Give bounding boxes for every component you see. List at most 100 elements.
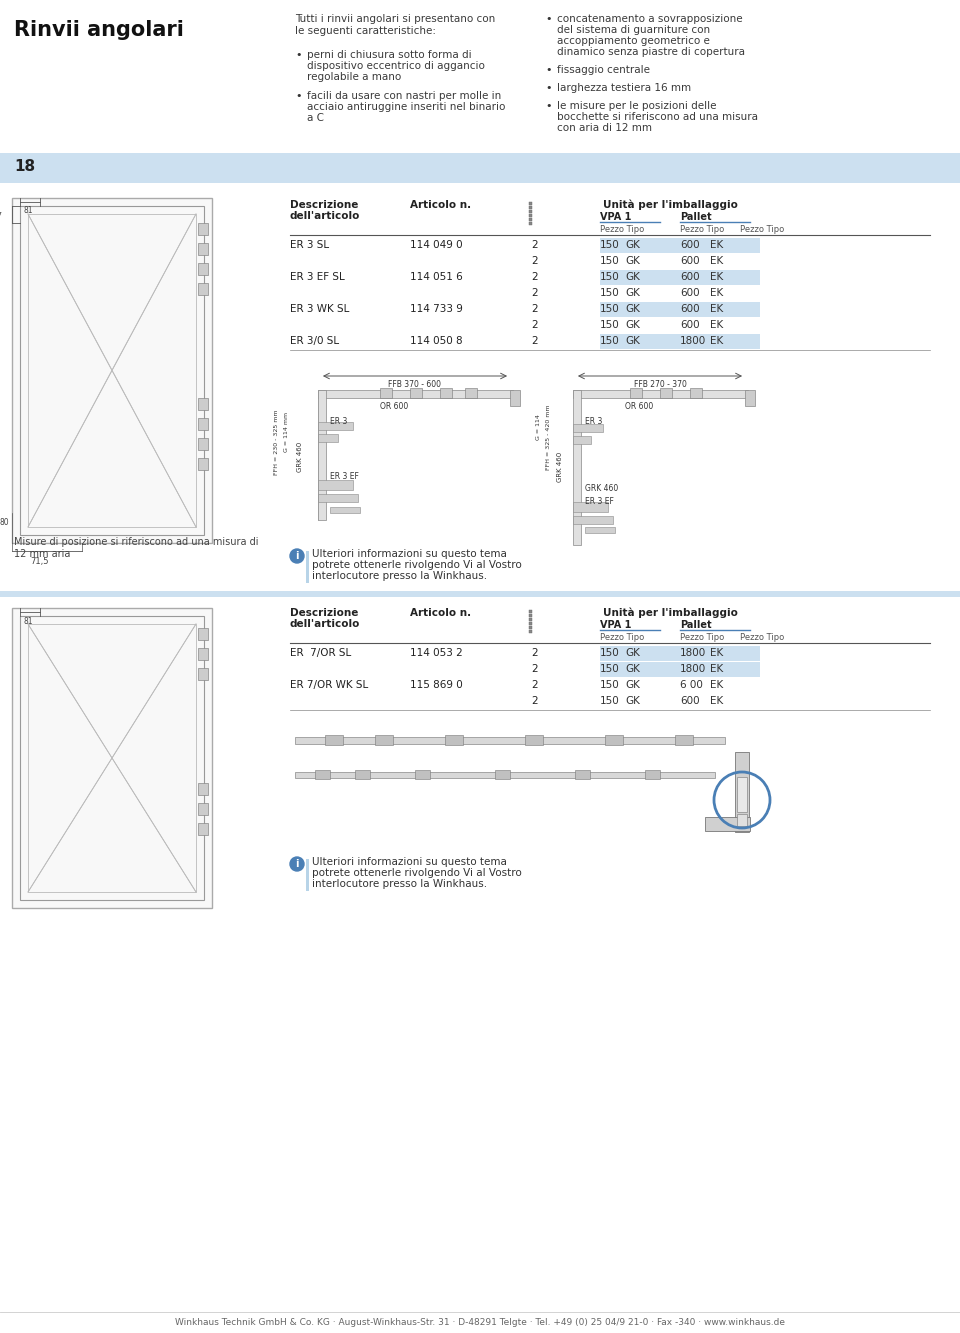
Text: 17: 17 <box>0 212 2 219</box>
Bar <box>605 734 623 745</box>
Bar <box>737 777 747 812</box>
Text: interlocutore presso la Winkhaus.: interlocutore presso la Winkhaus. <box>312 571 487 581</box>
Text: •: • <box>295 91 301 101</box>
Text: GK: GK <box>625 664 640 674</box>
Text: concatenamento a sovrapposizione: concatenamento a sovrapposizione <box>557 15 743 24</box>
Text: G = 114 mm: G = 114 mm <box>283 412 289 452</box>
Text: 2: 2 <box>532 240 539 251</box>
Bar <box>529 207 532 209</box>
Text: Winkhaus Technik GmbH & Co. KG · August-Winkhaus-Str. 31 · D-48291 Telgte · Tel.: Winkhaus Technik GmbH & Co. KG · August-… <box>175 1318 785 1326</box>
Text: 2: 2 <box>532 664 539 674</box>
Text: 600: 600 <box>680 696 700 706</box>
Text: interlocutore presso la Winkhaus.: interlocutore presso la Winkhaus. <box>312 878 487 889</box>
Text: EK: EK <box>710 288 723 299</box>
Text: EK: EK <box>710 304 723 315</box>
Bar <box>573 503 608 512</box>
Text: 150: 150 <box>600 664 620 674</box>
Bar <box>495 770 510 778</box>
Bar <box>600 647 760 661</box>
Bar <box>529 611 532 613</box>
Bar <box>198 439 208 451</box>
Text: 150: 150 <box>600 320 620 331</box>
Text: 1800: 1800 <box>680 336 707 347</box>
Bar <box>573 516 613 524</box>
Text: FFB 270 - 370: FFB 270 - 370 <box>634 380 686 389</box>
Text: Articolo n.: Articolo n. <box>410 200 471 211</box>
Text: larghezza testiera 16 mm: larghezza testiera 16 mm <box>557 83 691 93</box>
Bar <box>745 391 755 407</box>
Text: EK: EK <box>710 272 723 283</box>
Bar <box>318 480 353 491</box>
Bar <box>573 424 603 432</box>
Text: perni di chiusura sotto forma di: perni di chiusura sotto forma di <box>307 51 471 60</box>
Bar <box>198 802 208 814</box>
Text: 2: 2 <box>532 256 539 267</box>
Text: GK: GK <box>625 320 640 331</box>
Text: •: • <box>545 101 551 111</box>
Bar <box>198 459 208 471</box>
Text: i: i <box>296 858 299 869</box>
Bar <box>198 263 208 275</box>
Bar <box>573 391 748 399</box>
Bar <box>306 551 309 583</box>
Text: ER 3 EF: ER 3 EF <box>330 472 359 481</box>
Bar <box>525 734 543 745</box>
Text: 2: 2 <box>532 696 539 706</box>
Text: 12 mm aria: 12 mm aria <box>14 549 70 559</box>
Bar <box>325 734 343 745</box>
Text: 80: 80 <box>0 519 10 527</box>
Text: 114 051 6: 114 051 6 <box>410 272 463 283</box>
Bar <box>0 591 960 597</box>
Bar <box>295 772 715 778</box>
Bar <box>318 495 358 503</box>
Text: 2: 2 <box>532 272 539 283</box>
Text: 600: 600 <box>680 256 700 267</box>
Bar <box>198 243 208 255</box>
Text: Tutti i rinvii angolari si presentano con
le seguenti caratteristiche:: Tutti i rinvii angolari si presentano co… <box>295 15 495 36</box>
Text: 600: 600 <box>680 288 700 299</box>
Text: Descrizione: Descrizione <box>290 200 358 211</box>
Text: Misure di posizione si riferiscono ad una misura di: Misure di posizione si riferiscono ad un… <box>14 537 258 547</box>
Bar <box>529 203 532 205</box>
Bar <box>573 436 591 444</box>
Text: 600: 600 <box>680 320 700 331</box>
Bar <box>295 737 725 744</box>
Bar <box>198 822 208 834</box>
Text: G = 114: G = 114 <box>536 415 540 440</box>
Text: 2: 2 <box>532 320 539 331</box>
Text: 2: 2 <box>532 336 539 347</box>
Text: 2: 2 <box>532 304 539 315</box>
Bar <box>529 631 532 633</box>
Text: ER  7/OR SL: ER 7/OR SL <box>290 648 351 659</box>
Text: a C: a C <box>307 113 324 123</box>
Text: con aria di 12 mm: con aria di 12 mm <box>557 123 652 133</box>
Text: Pezzo Tipo: Pezzo Tipo <box>680 225 724 235</box>
Bar <box>415 770 430 778</box>
Text: dinamico senza piastre di copertura: dinamico senza piastre di copertura <box>557 47 745 57</box>
Text: dell'articolo: dell'articolo <box>290 211 360 221</box>
Bar <box>600 303 760 317</box>
Text: 2: 2 <box>532 288 539 299</box>
Text: GRK 460: GRK 460 <box>297 441 303 472</box>
Text: Rinvii angolari: Rinvii angolari <box>14 20 184 40</box>
Text: EK: EK <box>710 680 723 690</box>
Text: EK: EK <box>710 664 723 674</box>
Text: 150: 150 <box>600 680 620 690</box>
Text: Unità per l'imballaggio: Unità per l'imballaggio <box>603 200 737 211</box>
Bar <box>510 391 520 407</box>
Bar <box>630 388 642 399</box>
Text: EK: EK <box>710 240 723 251</box>
Text: •: • <box>295 51 301 60</box>
Text: 600: 600 <box>680 304 700 315</box>
Text: GK: GK <box>625 680 640 690</box>
Bar <box>12 199 212 543</box>
Text: 2: 2 <box>532 680 539 690</box>
Circle shape <box>290 857 304 870</box>
Bar <box>737 814 747 826</box>
Text: FFB 370 - 600: FFB 370 - 600 <box>389 380 442 389</box>
Text: Ulteriori informazioni su questo tema: Ulteriori informazioni su questo tema <box>312 857 507 866</box>
Text: GK: GK <box>625 336 640 347</box>
Text: 1800: 1800 <box>680 648 707 659</box>
Bar <box>690 388 702 399</box>
Text: ER 3: ER 3 <box>585 417 602 427</box>
